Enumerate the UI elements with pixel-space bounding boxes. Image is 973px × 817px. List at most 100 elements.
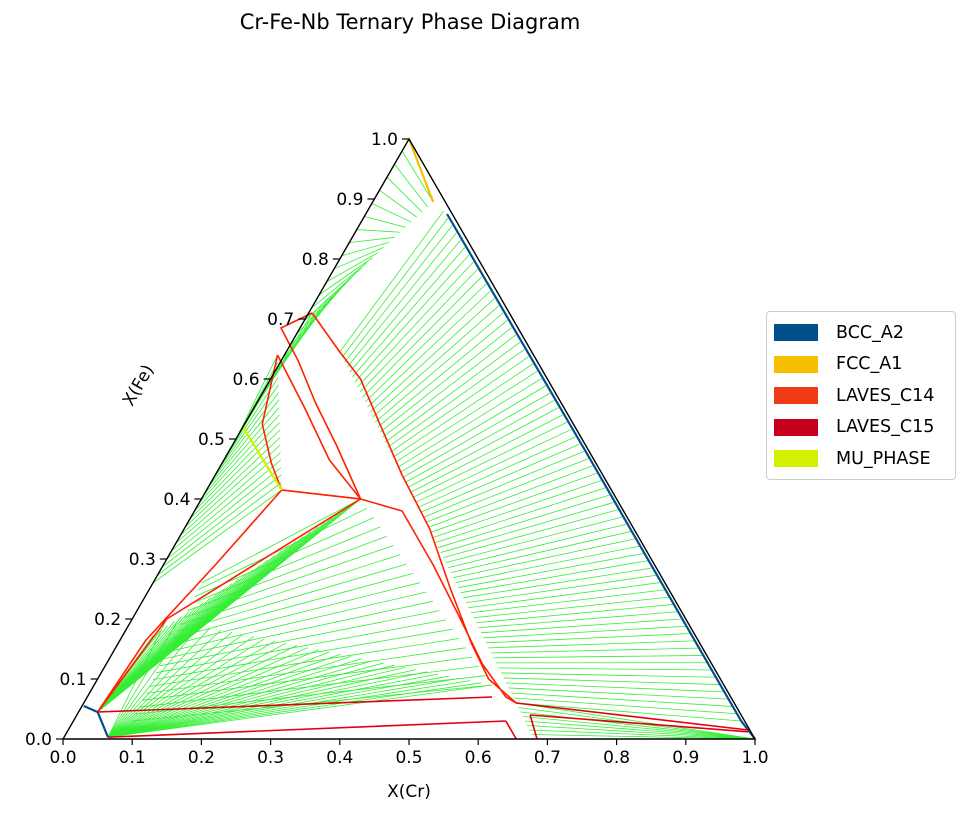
tieline — [347, 232, 457, 368]
tieline — [107, 640, 276, 738]
tieline — [203, 407, 280, 496]
tieline — [508, 687, 729, 700]
legend-swatch — [774, 355, 818, 373]
tieline — [107, 620, 178, 738]
tieline — [107, 647, 308, 738]
x-tick-label: 0.2 — [188, 748, 215, 768]
tieline — [455, 545, 640, 584]
tieline — [392, 363, 534, 458]
tieline — [511, 692, 733, 707]
tieline — [468, 582, 661, 609]
tieline — [175, 452, 281, 544]
legend-swatch — [774, 387, 818, 405]
legend-item: LAVES_C15 — [767, 412, 955, 444]
phase-line-bcc_a2 — [83, 704, 109, 738]
tieline — [397, 378, 542, 468]
tieline — [485, 633, 691, 644]
tieline — [524, 720, 756, 740]
tieline — [440, 502, 614, 553]
tieline — [453, 538, 635, 579]
tieline — [303, 267, 362, 322]
phase-boundary-laves_c15 — [97, 696, 493, 713]
tieline — [161, 474, 282, 568]
tieline — [107, 649, 319, 738]
x-tick-label: 1.0 — [741, 748, 768, 768]
tieline — [189, 429, 281, 520]
tieline — [386, 176, 423, 213]
tieline — [201, 498, 361, 584]
tieline — [156, 619, 447, 674]
tieline — [374, 312, 504, 423]
tieline — [318, 257, 373, 296]
tieline — [152, 628, 453, 680]
x-tick-label: 0.4 — [326, 748, 353, 768]
tieline — [107, 660, 373, 738]
tieline — [354, 254, 470, 383]
tieline — [410, 414, 563, 493]
x-tick-label: 0.8 — [603, 748, 630, 768]
tieline — [465, 574, 657, 604]
tieline — [166, 591, 427, 653]
tieline — [344, 225, 453, 363]
tieline — [531, 734, 756, 740]
tieline — [326, 252, 379, 283]
phase-boundary-laves_c15 — [107, 720, 506, 738]
tieline — [107, 678, 460, 738]
tieline — [372, 305, 500, 418]
tieline — [506, 682, 725, 693]
tieline — [483, 625, 686, 639]
tieline — [384, 341, 521, 443]
tieline — [163, 600, 433, 660]
tieline — [401, 150, 434, 203]
tieline — [357, 261, 474, 388]
legend-swatch — [774, 450, 818, 468]
tieline — [187, 535, 387, 611]
phase-boundary-laves_c15 — [516, 702, 749, 731]
y-tick-label: 1.0 — [371, 130, 398, 150]
tieline — [235, 354, 278, 440]
tieline — [197, 507, 368, 591]
tieline — [369, 298, 495, 413]
tieline — [107, 636, 254, 738]
phase-boundaries-layer — [83, 138, 756, 740]
tieline — [311, 262, 368, 309]
y-tick-label: 0.5 — [198, 430, 225, 450]
tieline — [107, 623, 189, 738]
tieline — [458, 553, 644, 589]
y-tick-label: 0.8 — [302, 250, 329, 270]
tieline — [371, 203, 412, 223]
tieline — [177, 563, 407, 632]
tieline — [503, 677, 720, 685]
tieline — [463, 567, 652, 599]
y-tick-label: 0.9 — [336, 190, 363, 210]
tieline — [97, 498, 361, 713]
tieline — [529, 729, 756, 740]
tieline — [132, 684, 493, 722]
tieline — [107, 667, 406, 738]
tieline — [448, 523, 627, 569]
tieline — [341, 241, 390, 257]
tieline — [422, 451, 585, 518]
tieline — [339, 210, 444, 353]
x-tick-label: 0.3 — [257, 748, 284, 768]
tieline — [527, 725, 756, 740]
phase-line-fcc_a1 — [407, 138, 435, 203]
y-tick-label: 0.3 — [129, 550, 156, 570]
tieline — [377, 319, 508, 428]
tieline — [107, 625, 200, 738]
legend-item: BCC_A2 — [767, 317, 955, 349]
tieline — [142, 656, 473, 701]
tieline — [488, 640, 695, 649]
legend-label: FCC_A1 — [836, 354, 903, 375]
y-tick-label: 0.6 — [233, 370, 260, 390]
tieline — [149, 638, 460, 687]
tieline — [349, 239, 461, 373]
tieline — [107, 669, 417, 738]
x-tick-label: 0.0 — [49, 748, 76, 768]
tieline — [417, 436, 576, 508]
tieline — [356, 229, 401, 233]
tieline — [349, 236, 395, 244]
tieline — [491, 647, 699, 654]
tieline — [430, 472, 597, 533]
tieline — [107, 658, 363, 738]
